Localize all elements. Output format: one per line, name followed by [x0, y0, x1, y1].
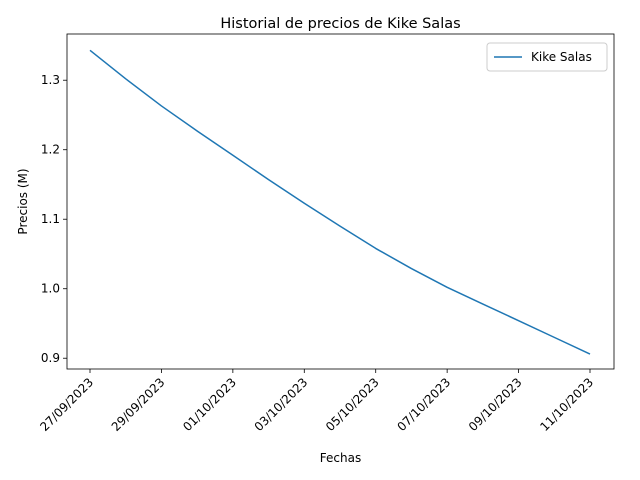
- x-axis-ticks: 27/09/2023 29/09/2023 01/10/2023 03/10/2023…: [37, 369, 596, 434]
- x-tick-label: 07/10/2023: [394, 375, 453, 434]
- y-axis-label: Precios (M): [16, 168, 30, 234]
- y-tick-label: 1.1: [41, 212, 60, 226]
- x-tick-label: 05/10/2023: [323, 375, 382, 434]
- legend: Kike Salas: [486, 42, 608, 72]
- legend-box: [486, 42, 608, 72]
- y-tick-label: 0.9: [41, 351, 60, 365]
- x-tick-label: 01/10/2023: [180, 375, 239, 434]
- y-axis-ticks: 0.9 1.0 1.1 1.2 1.3: [41, 73, 67, 365]
- y-tick-label: 1.2: [41, 143, 60, 157]
- x-tick-label: 29/09/2023: [109, 375, 168, 434]
- series-layer: [89, 49, 591, 355]
- x-tick-label: 27/09/2023: [37, 375, 96, 434]
- chart-title: Historial de precios de Kike Salas: [220, 16, 460, 32]
- x-tick-label: 09/10/2023: [466, 375, 525, 434]
- y-tick-label: 1.3: [41, 73, 60, 87]
- plot-frame: [66, 33, 615, 370]
- series-line: [89, 49, 591, 355]
- y-tick-label: 1.0: [41, 282, 60, 296]
- x-tick-label: 03/10/2023: [252, 375, 311, 434]
- x-axis-label: Fechas: [320, 451, 361, 465]
- x-tick-label: 11/10/2023: [537, 375, 596, 434]
- legend-label: Kike Salas: [531, 50, 592, 64]
